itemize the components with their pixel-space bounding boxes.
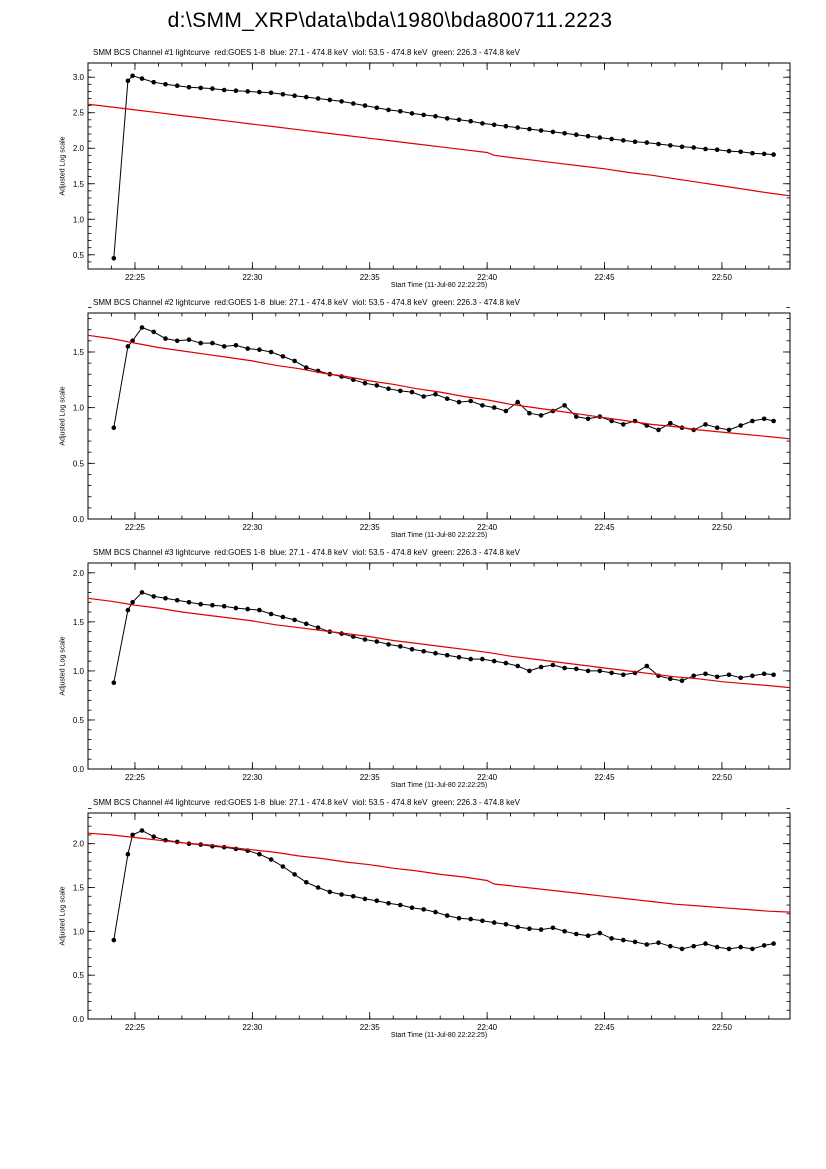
- chart-block-2: SMM BCS Channel #2 lightcurve red:GOES 1…: [45, 295, 807, 545]
- svg-text:22:45: 22:45: [595, 273, 616, 282]
- x-axis-label-1: Start Time (11-Jul-80 22:22:25): [390, 282, 488, 289]
- chart-plot-4: 22:25 22:30 22:35 22:40 22:45 22:50 0.0 0.5 1.0 1…: [73, 808, 791, 1032]
- svg-text:0.0: 0.0: [73, 1015, 85, 1024]
- chart-title-2: SMM BCS Channel #2 lightcurve red:GOES 1…: [93, 298, 520, 307]
- svg-text:22:25: 22:25: [125, 1023, 146, 1032]
- chart-plot-1: 22:25 22:30 22:35 22:40 22:45 22:50 0.5 1.0 1.5 2…: [73, 62, 791, 282]
- svg-text:22:40: 22:40: [477, 1023, 498, 1032]
- chart-block-1: SMM BCS Channel #1 lightcurve red:GOES 1…: [45, 45, 807, 295]
- x-axis-label-2: Start Time (11-Jul-80 22:22:25): [390, 532, 488, 539]
- svg-text:22:50: 22:50: [712, 273, 733, 282]
- chart-title-1: SMM BCS Channel #1 lightcurve red:GOES 1…: [93, 48, 520, 57]
- svg-text:1.0: 1.0: [73, 667, 85, 676]
- svg-text:1.5: 1.5: [73, 884, 85, 893]
- svg-text:22:35: 22:35: [360, 523, 381, 532]
- svg-text:22:45: 22:45: [595, 1023, 616, 1032]
- svg-text:22:30: 22:30: [242, 523, 263, 532]
- page-title: d:\SMM_XRP\data\bda\1980\bda800711.2223: [167, 9, 613, 32]
- svg-text:1.5: 1.5: [73, 618, 85, 627]
- svg-text:22:45: 22:45: [595, 773, 616, 782]
- svg-text:1.0: 1.0: [73, 215, 85, 224]
- x-axis-label-4: Start Time (11-Jul-80 22:22:25): [390, 1032, 488, 1039]
- chart-title-4: SMM BCS Channel #4 lightcurve red:GOES 1…: [93, 798, 520, 807]
- svg-text:1.5: 1.5: [73, 348, 85, 357]
- svg-text:22:35: 22:35: [360, 273, 381, 282]
- svg-text:1.0: 1.0: [73, 927, 85, 936]
- svg-text:1.0: 1.0: [73, 404, 85, 413]
- svg-text:2.0: 2.0: [73, 840, 85, 849]
- svg-text:22:30: 22:30: [242, 1023, 263, 1032]
- svg-text:22:45: 22:45: [595, 523, 616, 532]
- svg-text:2.0: 2.0: [73, 144, 85, 153]
- chart-plot-2: 22:25 22:30 22:35 22:40 22:45 22:50 0.0 0.5 1.0 1…: [73, 307, 791, 532]
- x-axis-label-3: Start Time (11-Jul-80 22:22:25): [390, 782, 488, 789]
- chart-plot-3: 22:25 22:30 22:35 22:40 22:45 22:50 0.0 0.5 1.0 1…: [73, 562, 791, 782]
- svg-text:22:35: 22:35: [360, 773, 381, 782]
- chart-block-4: SMM BCS Channel #4 lightcurve red:GOES 1…: [45, 795, 807, 1045]
- svg-text:1.5: 1.5: [73, 180, 85, 189]
- chart-block-3: SMM BCS Channel #3 lightcurve red:GOES 1…: [45, 545, 807, 795]
- svg-text:22:25: 22:25: [125, 273, 146, 282]
- chart-title-3: SMM BCS Channel #3 lightcurve red:GOES 1…: [93, 548, 520, 557]
- svg-text:22:25: 22:25: [125, 773, 146, 782]
- svg-text:22:30: 22:30: [242, 273, 263, 282]
- svg-text:0.0: 0.0: [73, 515, 85, 524]
- svg-text:0.5: 0.5: [73, 971, 85, 980]
- svg-text:22:35: 22:35: [360, 1023, 381, 1032]
- svg-text:22:40: 22:40: [477, 773, 498, 782]
- svg-text:22:25: 22:25: [125, 523, 146, 532]
- svg-text:2.0: 2.0: [73, 569, 85, 578]
- svg-text:22:30: 22:30: [242, 773, 263, 782]
- svg-text:22:40: 22:40: [477, 273, 498, 282]
- svg-text:0.5: 0.5: [73, 459, 85, 468]
- svg-text:0.5: 0.5: [73, 251, 85, 260]
- svg-text:22:50: 22:50: [712, 523, 733, 532]
- svg-text:0.5: 0.5: [73, 716, 85, 725]
- svg-text:0.0: 0.0: [73, 765, 85, 774]
- svg-text:2.5: 2.5: [73, 109, 85, 118]
- svg-text:3.0: 3.0: [73, 73, 85, 82]
- svg-text:22:50: 22:50: [712, 1023, 733, 1032]
- svg-text:22:50: 22:50: [712, 773, 733, 782]
- svg-text:22:40: 22:40: [477, 523, 498, 532]
- charts-column: SMM BCS Channel #1 lightcurve red:GOES 1…: [45, 45, 826, 1045]
